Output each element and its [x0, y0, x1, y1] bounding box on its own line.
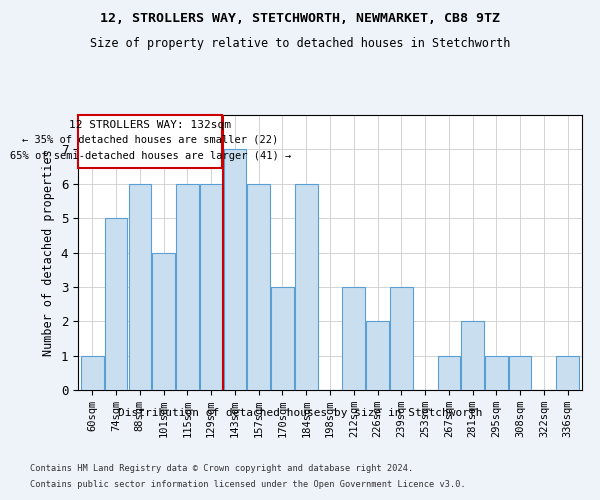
Bar — [390, 287, 413, 390]
Bar — [271, 287, 294, 390]
Bar — [105, 218, 127, 390]
Text: Contains public sector information licensed under the Open Government Licence v3: Contains public sector information licen… — [30, 480, 466, 489]
Y-axis label: Number of detached properties: Number of detached properties — [42, 149, 55, 356]
Text: 12, STROLLERS WAY, STETCHWORTH, NEWMARKET, CB8 9TZ: 12, STROLLERS WAY, STETCHWORTH, NEWMARKE… — [100, 12, 500, 26]
Bar — [200, 184, 223, 390]
Bar — [224, 150, 246, 390]
Bar — [485, 356, 508, 390]
Bar — [295, 184, 317, 390]
Bar — [152, 252, 175, 390]
Text: 65% of semi-detached houses are larger (41) →: 65% of semi-detached houses are larger (… — [10, 150, 291, 160]
Bar — [343, 287, 365, 390]
Bar — [366, 322, 389, 390]
Bar — [247, 184, 270, 390]
Bar — [176, 184, 199, 390]
Bar — [556, 356, 579, 390]
Text: ← 35% of detached houses are smaller (22): ← 35% of detached houses are smaller (22… — [22, 134, 278, 145]
Bar — [461, 322, 484, 390]
Bar — [509, 356, 532, 390]
Bar — [128, 184, 151, 390]
Text: Contains HM Land Registry data © Crown copyright and database right 2024.: Contains HM Land Registry data © Crown c… — [30, 464, 413, 473]
Text: Distribution of detached houses by size in Stetchworth: Distribution of detached houses by size … — [118, 408, 482, 418]
Text: 12 STROLLERS WAY: 132sqm: 12 STROLLERS WAY: 132sqm — [69, 120, 231, 130]
Bar — [81, 356, 104, 390]
FancyBboxPatch shape — [79, 115, 222, 168]
Bar — [437, 356, 460, 390]
Text: Size of property relative to detached houses in Stetchworth: Size of property relative to detached ho… — [90, 38, 510, 51]
